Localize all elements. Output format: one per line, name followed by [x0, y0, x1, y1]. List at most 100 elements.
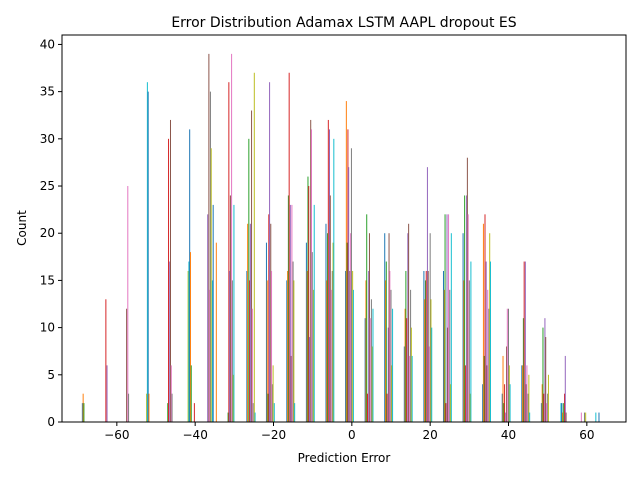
histogram-bar [523, 261, 525, 422]
histogram-bar [294, 403, 296, 422]
histogram-bar [392, 308, 394, 422]
histogram-bar [352, 270, 354, 422]
histogram-bar [407, 233, 409, 422]
histogram-bar [169, 119, 171, 422]
histogram-bar [405, 270, 407, 422]
histogram-bar [310, 129, 312, 422]
histogram-bar [504, 384, 506, 422]
histogram-bar [429, 233, 431, 422]
x-axis-label: Prediction Error [298, 451, 391, 465]
histogram-bar [232, 374, 234, 422]
histogram-bar [365, 280, 367, 422]
histogram-bar [544, 318, 546, 422]
histogram-bar [247, 223, 249, 422]
x-tick-label: −60 [104, 428, 129, 442]
x-tick-label: 20 [423, 428, 438, 442]
histogram-bar [564, 393, 566, 422]
histogram-bar [310, 119, 312, 422]
y-axis-ticks: 0 5 10 15 20 25 30 35 40 [40, 37, 62, 429]
histogram-bar [463, 280, 465, 422]
histogram-bar [521, 365, 523, 422]
histogram-bar [368, 233, 370, 422]
histogram-bar [82, 393, 84, 422]
histogram-bar [233, 204, 235, 422]
histogram-bar [345, 101, 347, 422]
histogram-bar [270, 223, 272, 422]
histogram-bar [352, 289, 354, 422]
histogram-bar [307, 176, 309, 422]
histogram-bar [540, 403, 542, 422]
histogram-bar [408, 223, 410, 422]
histogram-bar [208, 53, 210, 422]
histogram-bar [501, 393, 503, 422]
histogram-bar [329, 195, 331, 422]
histogram-bar [128, 393, 130, 422]
histogram-bar [486, 365, 488, 422]
histogram-bar [331, 270, 333, 422]
y-tick-label: 20 [40, 226, 55, 240]
histogram-bar [168, 138, 170, 422]
histogram-bar [464, 195, 466, 422]
x-tick-label: 0 [348, 428, 356, 442]
histogram-bar [488, 308, 490, 422]
histogram-bar [387, 327, 389, 422]
histogram-bar [424, 280, 426, 422]
histogram-bar [564, 355, 566, 422]
histogram-bar [410, 327, 412, 422]
histogram-bar [541, 384, 543, 422]
histogram-bar [287, 270, 289, 422]
histogram-bar [364, 318, 366, 422]
histogram-bar [467, 214, 469, 422]
histogram-bar [489, 261, 491, 422]
histogram-bar [485, 261, 487, 422]
histogram-bar [167, 403, 169, 422]
histogram-bar [423, 270, 425, 422]
histogram-bar [350, 233, 352, 422]
histogram-bar [187, 270, 189, 422]
histogram-bar [527, 393, 529, 422]
histogram-bar [367, 393, 368, 422]
histogram-bar [502, 355, 504, 422]
histogram-bar [288, 72, 290, 422]
x-tick-label: 60 [579, 428, 594, 442]
histogram-bar [287, 195, 289, 422]
histogram-bar [325, 223, 327, 422]
histogram-bar [431, 327, 433, 422]
y-axis-label: Count [15, 210, 29, 246]
histogram-bar [229, 270, 231, 422]
histogram-bar [522, 318, 524, 422]
histogram-bar [333, 138, 335, 422]
histogram-bar [489, 233, 491, 422]
histogram-bar [346, 242, 348, 422]
histogram-bar [189, 252, 191, 422]
histogram-bar [388, 233, 390, 422]
histogram-bar [583, 412, 585, 422]
histogram-bar [565, 412, 567, 422]
histogram-bar [470, 261, 472, 422]
histogram-bar [126, 308, 128, 422]
histogram-bar [209, 91, 211, 422]
histogram-bar [595, 412, 597, 422]
histogram-bar [271, 270, 273, 422]
histogram-bar [169, 261, 171, 422]
histogram-bar [83, 403, 85, 422]
histogram-bar [442, 270, 444, 422]
histogram-bar [482, 223, 484, 422]
histogram-bar [390, 289, 392, 422]
histogram-bar [449, 289, 451, 422]
histogram-bar [370, 299, 372, 422]
histogram-bar [371, 346, 373, 422]
histogram-bar [170, 365, 172, 422]
histogram-bar [410, 289, 412, 422]
histogram-bar [332, 242, 334, 422]
histogram-bar [444, 214, 446, 422]
histogram-bar [207, 214, 209, 422]
histogram-bar [309, 337, 311, 422]
histogram-bar [127, 186, 129, 422]
histogram-bar [193, 403, 195, 422]
histogram-bar [526, 365, 528, 422]
histogram-bar [106, 365, 108, 422]
histogram-bar [430, 299, 432, 422]
histogram-bar [545, 403, 547, 422]
